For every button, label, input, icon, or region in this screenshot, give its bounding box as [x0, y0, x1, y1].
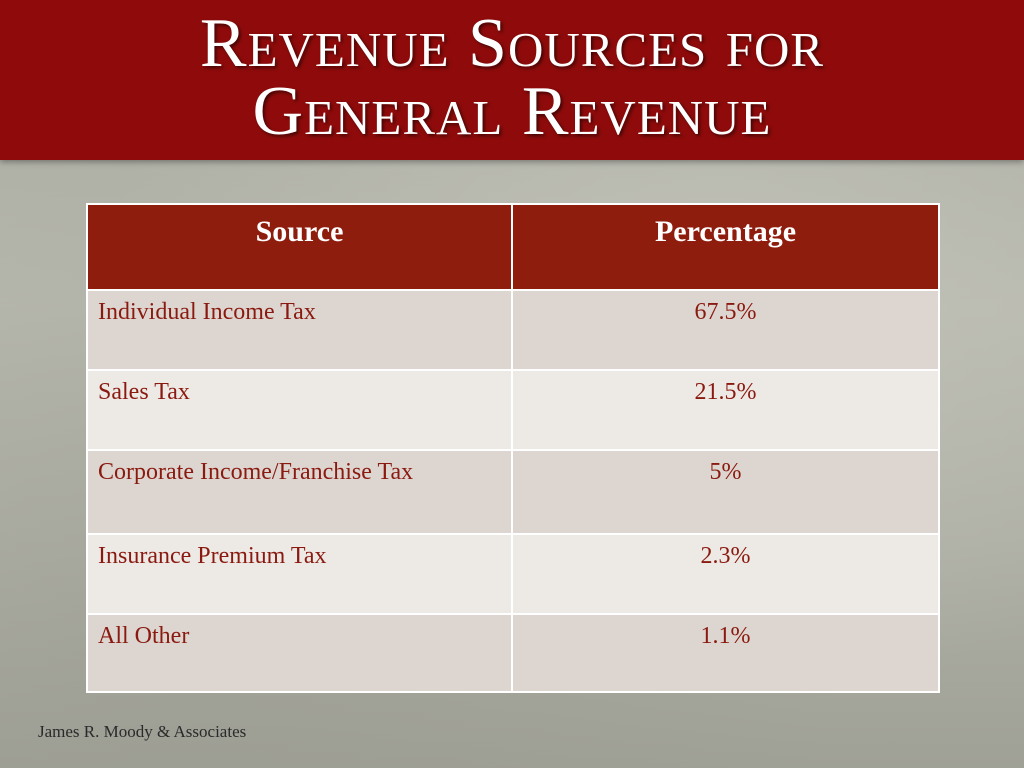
- revenue-table-container: Source Percentage Individual Income Tax …: [86, 203, 940, 693]
- source-cell: Corporate Income/Franchise Tax: [86, 449, 513, 535]
- title-bar: Revenue Sources for General Revenue: [0, 0, 1024, 160]
- footer-attribution: James R. Moody & Associates: [38, 722, 247, 741]
- source-cell: All Other: [86, 613, 513, 693]
- slide-title: Revenue Sources for General Revenue: [0, 5, 1024, 150]
- revenue-sources-table: Source Percentage Individual Income Tax …: [86, 203, 940, 693]
- header-source: Source: [86, 203, 513, 291]
- source-cell: Sales Tax: [86, 369, 513, 451]
- percentage-cell: 21.5%: [511, 369, 940, 451]
- percentage-cell: 5%: [511, 449, 940, 535]
- table-row: Sales Tax 21.5%: [86, 369, 940, 451]
- table-row: All Other 1.1%: [86, 613, 940, 693]
- source-cell: Individual Income Tax: [86, 289, 513, 371]
- percentage-cell: 2.3%: [511, 533, 940, 615]
- table-row: Insurance Premium Tax 2.3%: [86, 533, 940, 615]
- header-percentage: Percentage: [511, 203, 940, 291]
- percentage-cell: 1.1%: [511, 613, 940, 693]
- table-row: Corporate Income/Franchise Tax 5%: [86, 449, 940, 535]
- table-header-row: Source Percentage: [86, 203, 940, 291]
- slide-title-line-1: Revenue Sources for: [199, 5, 825, 82]
- source-cell: Insurance Premium Tax: [86, 533, 513, 615]
- table-row: Individual Income Tax 67.5%: [86, 289, 940, 371]
- percentage-cell: 67.5%: [511, 289, 940, 371]
- slide-title-line-2: General Revenue: [252, 73, 772, 150]
